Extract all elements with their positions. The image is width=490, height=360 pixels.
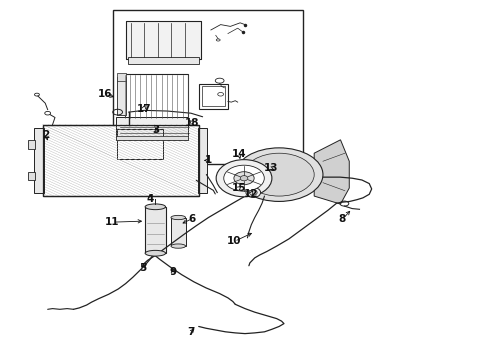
Text: 6: 6 <box>189 213 196 224</box>
Text: 18: 18 <box>185 118 199 128</box>
Ellipse shape <box>240 176 248 181</box>
Ellipse shape <box>246 188 261 198</box>
Bar <box>128 58 199 64</box>
Bar <box>145 207 166 253</box>
Ellipse shape <box>216 159 272 197</box>
Bar <box>43 125 199 196</box>
Bar <box>202 86 224 106</box>
Text: 4: 4 <box>147 194 154 203</box>
Text: 15: 15 <box>232 183 246 193</box>
Ellipse shape <box>235 148 323 202</box>
Polygon shape <box>314 140 349 204</box>
Bar <box>198 128 206 193</box>
Text: 11: 11 <box>105 217 120 227</box>
Ellipse shape <box>224 165 264 191</box>
Text: 10: 10 <box>227 237 242 247</box>
Bar <box>199 84 228 109</box>
Bar <box>43 125 199 196</box>
Bar <box>28 172 35 180</box>
Text: 8: 8 <box>339 214 346 224</box>
Text: 5: 5 <box>139 262 147 273</box>
Ellipse shape <box>244 153 314 196</box>
Ellipse shape <box>249 190 257 195</box>
Bar <box>34 128 44 193</box>
Bar <box>114 10 303 164</box>
Ellipse shape <box>171 244 186 248</box>
Bar <box>116 136 188 140</box>
Text: 14: 14 <box>232 149 246 159</box>
Bar <box>116 117 188 140</box>
Bar <box>124 74 188 118</box>
Text: 3: 3 <box>153 125 160 135</box>
Text: 16: 16 <box>98 89 112 99</box>
Bar <box>117 77 126 115</box>
Text: 2: 2 <box>43 130 50 140</box>
Ellipse shape <box>171 215 186 220</box>
Bar <box>125 21 201 59</box>
Ellipse shape <box>234 172 254 185</box>
Ellipse shape <box>145 204 166 210</box>
Text: 1: 1 <box>205 156 212 165</box>
Bar <box>171 217 186 246</box>
Bar <box>117 73 126 81</box>
Text: 7: 7 <box>188 327 195 337</box>
Text: 13: 13 <box>264 163 278 173</box>
Ellipse shape <box>145 250 166 256</box>
Bar <box>28 140 35 149</box>
Text: 12: 12 <box>244 189 258 199</box>
Text: 17: 17 <box>136 104 151 114</box>
Bar <box>117 129 163 159</box>
Text: 9: 9 <box>170 267 176 277</box>
